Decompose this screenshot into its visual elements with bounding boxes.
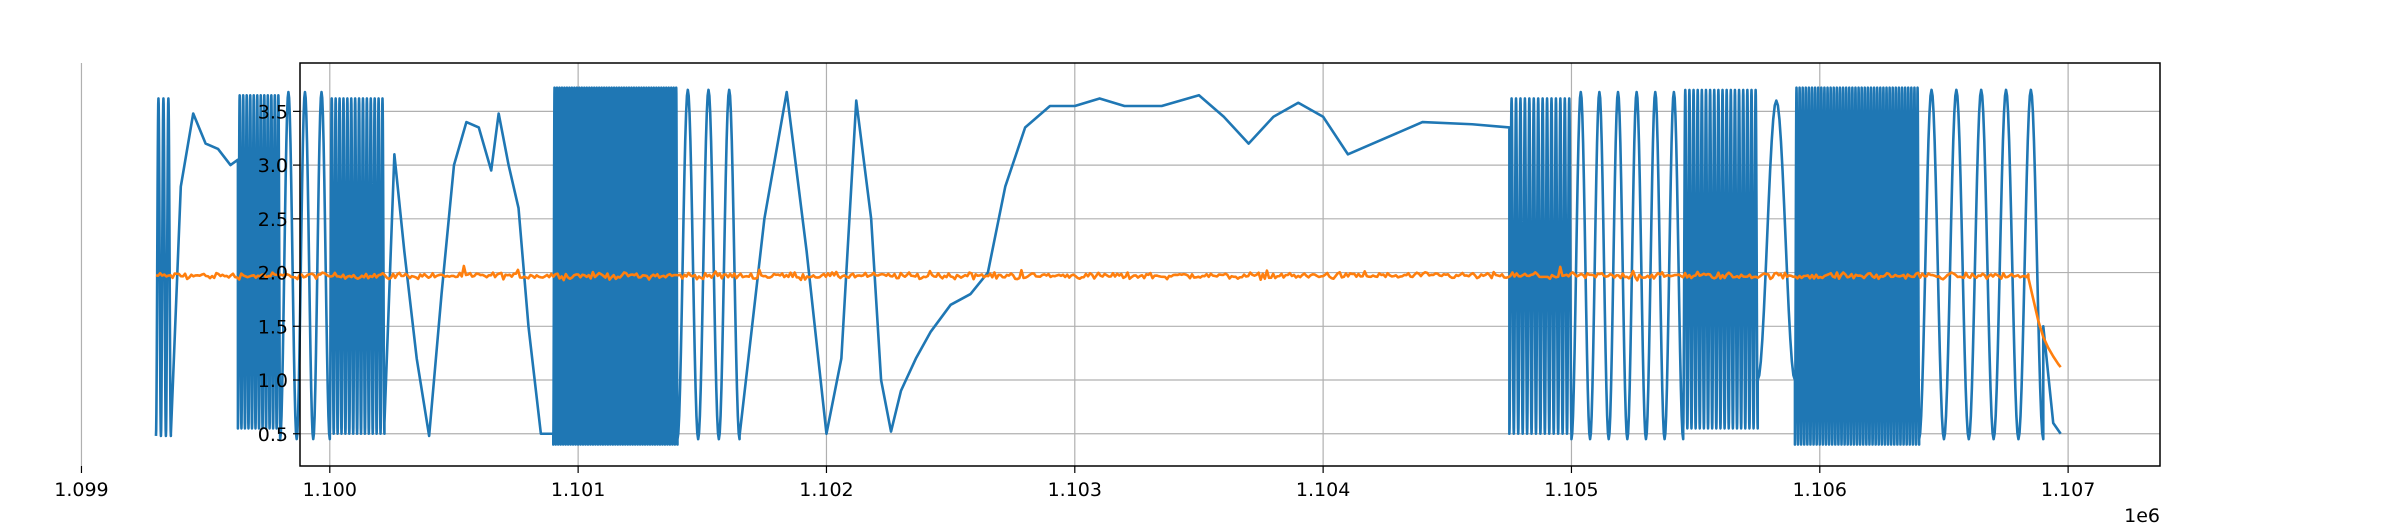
series-line-1 bbox=[154, 86, 2062, 446]
x-tick-label: 1.102 bbox=[799, 479, 853, 501]
x-tick-label: 1.103 bbox=[1048, 479, 1102, 501]
y-tick-label: 1.0 bbox=[258, 370, 288, 392]
tick-layer: 1.099 1.100 1.101 1.102 1.103 1.104 1.105 1.106… bbox=[54, 101, 2095, 501]
y-tick-label: 2.0 bbox=[258, 263, 288, 285]
series-layer bbox=[154, 86, 2062, 446]
y-tick-label: 0.5 bbox=[258, 424, 288, 446]
x-tick-label: 1.104 bbox=[1296, 479, 1350, 501]
y-tick-label: 1.5 bbox=[258, 316, 288, 338]
x-tick-label: 1.101 bbox=[551, 479, 605, 501]
x-tick-label: 1.106 bbox=[1793, 479, 1847, 501]
y-tick-label: 2.5 bbox=[258, 209, 288, 231]
x-tick-label: 1.100 bbox=[303, 479, 357, 501]
y-tick-label: 3.0 bbox=[258, 155, 288, 177]
y-tick-label: 3.5 bbox=[258, 101, 288, 123]
x-tick-label: 1.099 bbox=[54, 479, 108, 501]
x-offset-label: 1e6 bbox=[2124, 505, 2160, 525]
x-tick-label: 1.105 bbox=[1544, 479, 1598, 501]
x-tick-label: 1.107 bbox=[2041, 479, 2095, 501]
plot-frame bbox=[299, 62, 2161, 467]
series-line-2 bbox=[155, 264, 2062, 368]
